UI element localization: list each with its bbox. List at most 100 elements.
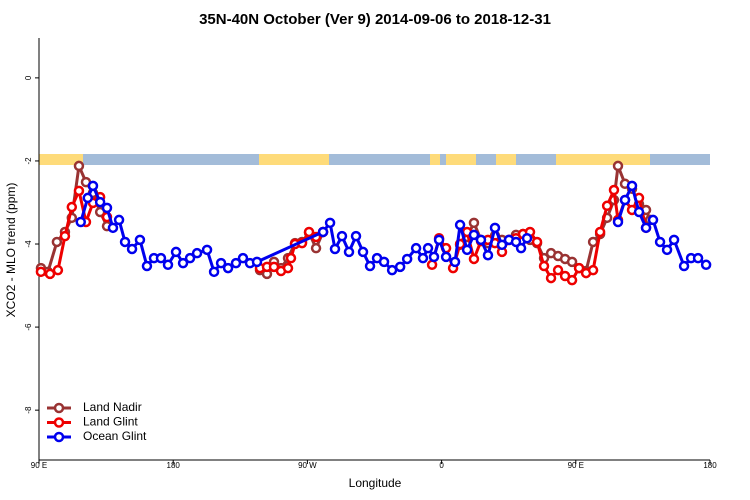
data-point (440, 251, 452, 263)
legend-label: Land Nadir (83, 400, 142, 414)
data-point (73, 160, 85, 172)
data-point (678, 260, 690, 272)
data-point (566, 256, 578, 268)
data-point (587, 264, 599, 276)
land-strip (556, 154, 650, 165)
data-point (468, 229, 480, 241)
y-tick-label: -2 (24, 157, 33, 165)
land-strip (259, 154, 329, 165)
data-point (594, 226, 606, 238)
data-point (668, 234, 680, 246)
data-point (428, 251, 440, 263)
legend-label: Land Glint (83, 415, 138, 429)
data-point (521, 232, 533, 244)
data-point (454, 219, 466, 231)
data-point (343, 246, 355, 258)
data-point (215, 257, 227, 269)
data-point (619, 194, 631, 206)
data-point (661, 244, 673, 256)
x-axis-label: Longitude (349, 476, 402, 490)
data-point (538, 260, 550, 272)
data-point (237, 252, 249, 264)
data-point (364, 260, 376, 272)
data-point (44, 268, 56, 280)
data-point (324, 217, 336, 229)
data-point (317, 226, 329, 238)
data-point (633, 206, 645, 218)
data-point (394, 261, 406, 273)
data-point (177, 257, 189, 269)
legend-marker (53, 431, 65, 443)
data-point (59, 230, 71, 242)
data-point (107, 222, 119, 234)
data-point (73, 185, 85, 197)
data-point (515, 242, 527, 254)
data-point (82, 192, 94, 204)
data-point (422, 242, 434, 254)
data-point (141, 260, 153, 272)
data-point (126, 243, 138, 255)
legend-marker (53, 402, 65, 414)
x-tick-label: 180 (703, 461, 717, 470)
y-tick-label: -4 (24, 240, 33, 248)
data-point (94, 196, 106, 208)
x-tick-label: 0 (439, 461, 444, 470)
data-point (191, 247, 203, 259)
data-point (52, 264, 64, 276)
data-point (545, 272, 557, 284)
data-point (162, 259, 174, 271)
data-point (552, 264, 564, 276)
x-tick-label: 90 E (568, 461, 584, 470)
y-tick-label: -8 (24, 406, 33, 414)
data-point (134, 234, 146, 246)
data-point (230, 257, 242, 269)
data-point (692, 252, 704, 264)
data-point (461, 244, 473, 256)
y-tick-label: -6 (24, 323, 33, 331)
land-strip (446, 154, 476, 165)
data-point (573, 262, 585, 274)
data-point (612, 216, 624, 228)
data-point (601, 200, 613, 212)
data-point (449, 256, 461, 268)
data-point (475, 234, 487, 246)
data-point (119, 236, 131, 248)
data-point (170, 246, 182, 258)
x-tick-label: 180 (167, 461, 181, 470)
data-point (66, 201, 78, 213)
x-tick-label: 90 E (31, 461, 47, 470)
legend-label: Ocean Glint (83, 429, 147, 443)
y-tick-label: 0 (24, 75, 33, 80)
chart-title: 35N-40N October (Ver 9) 2014-09-06 to 20… (199, 11, 551, 28)
legend-marker (53, 417, 65, 428)
data-point (336, 230, 348, 242)
data-point (433, 234, 445, 246)
data-point (401, 253, 413, 265)
data-point (350, 230, 362, 242)
data-point (285, 252, 297, 264)
data-point (101, 202, 113, 214)
data-point (612, 160, 624, 172)
ocean-strip (39, 154, 710, 165)
y-axis-label: XCO2 - MLO trend (ppm) (4, 183, 18, 318)
data-point (51, 236, 63, 248)
data-point (208, 266, 220, 278)
land-strip (39, 154, 83, 165)
data-point (75, 216, 87, 228)
data-point (417, 252, 429, 264)
data-point (251, 256, 263, 268)
land-strip (496, 154, 516, 165)
data-point (184, 252, 196, 264)
data-point (654, 236, 666, 248)
data-point (282, 262, 294, 274)
data-point (587, 236, 599, 248)
data-point (386, 264, 398, 276)
data-point (113, 214, 125, 226)
data-point (482, 249, 494, 261)
data-point (410, 242, 422, 254)
data-point (647, 214, 659, 226)
data-point (700, 259, 712, 271)
data-point (531, 236, 543, 248)
data-point (468, 217, 480, 229)
